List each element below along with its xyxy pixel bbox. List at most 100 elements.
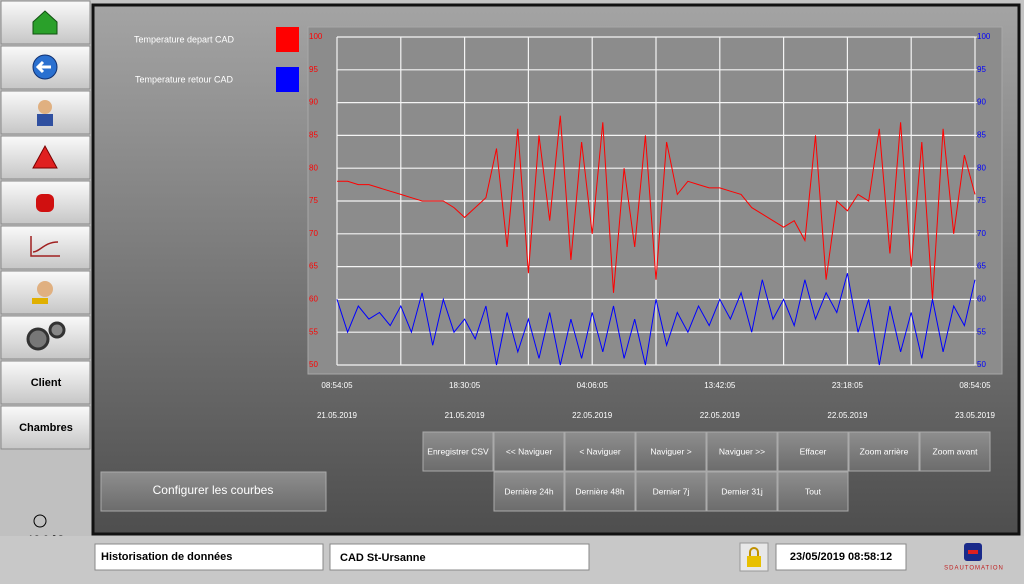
- icon-alarm: [32, 144, 58, 169]
- toolbar-button[interactable]: [564, 431, 636, 472]
- toolbar-button-label: Dernier 7j: [653, 486, 690, 496]
- x-tick-date: 21.05.2019: [317, 411, 358, 420]
- lock-shackle: [749, 547, 759, 556]
- x-tick-date: 22.05.2019: [700, 411, 741, 420]
- toolbar: Enregistrer CSV << Naviguer < Naviguer Navi…: [422, 431, 991, 512]
- site-name: CAD St-Ursanne: [340, 552, 426, 564]
- x-tick-date: 22.05.2019: [827, 411, 868, 420]
- x-tick-date: 21.05.2019: [445, 411, 486, 420]
- toolbar-button[interactable]: [777, 431, 849, 472]
- icon-user: [38, 100, 52, 114]
- toolbar-button-label: << Naviguer: [506, 446, 552, 456]
- y-tick-label: 60: [309, 295, 318, 304]
- toolbar-button-label: Zoom avant: [933, 446, 979, 456]
- toolbar-button-label: Tout: [805, 486, 822, 496]
- y-tick-label: 55: [309, 327, 318, 336]
- toolbar-button-label: Zoom arrière: [860, 446, 909, 456]
- x-tick-date: 22.05.2019: [572, 411, 613, 420]
- y2-tick-label: 55: [977, 327, 986, 336]
- configure-button[interactable]: [100, 471, 327, 512]
- icon-key-user: [37, 281, 53, 297]
- x-tick-label: 08:54:05: [959, 381, 991, 390]
- y-tick-label: 90: [309, 98, 318, 107]
- icon-arrow: [35, 60, 51, 74]
- sidebar-footer: [0, 450, 92, 538]
- sidebar-button[interactable]: [0, 360, 91, 405]
- sidebar-button[interactable]: [0, 225, 91, 270]
- icon-body: [37, 114, 53, 126]
- legend-label: Temperature depart CAD: [134, 34, 235, 44]
- y2-tick-label: 80: [977, 163, 986, 172]
- legend-label: Temperature retour CAD: [135, 74, 234, 84]
- toolbar-button-label: Enregistrer CSV: [427, 446, 489, 456]
- y2-tick-label: 90: [977, 98, 986, 107]
- series-line: [336, 273, 976, 366]
- toolbar-button[interactable]: [564, 471, 636, 512]
- y-tick-label: 80: [309, 163, 318, 172]
- icon-key: [32, 298, 48, 304]
- datetime: 23/05/2019 08:58:12: [790, 551, 892, 563]
- toolbar-button-label: Dernière 48h: [575, 486, 624, 496]
- configure-label: Configurer les courbes: [153, 483, 274, 497]
- toolbar-button-label: Dernière 24h: [504, 486, 553, 496]
- series-line: [337, 115, 976, 300]
- y-tick-label: 70: [309, 229, 318, 238]
- lock-icon: [747, 556, 761, 567]
- icon-trend: [30, 236, 60, 257]
- x-tick-label: 08:54:05: [321, 381, 353, 390]
- y2-tick-label: 100: [977, 32, 991, 41]
- x-tick-label: 13:42:05: [704, 381, 736, 390]
- sidebar-button[interactable]: [0, 0, 91, 45]
- toolbar-button-label: < Naviguer: [579, 446, 621, 456]
- x-tick-label: 23:18:05: [832, 381, 864, 390]
- toolbar-button[interactable]: [635, 431, 707, 472]
- toolbar-button[interactable]: [493, 471, 565, 512]
- sidebar-button[interactable]: [0, 405, 91, 450]
- sidebar-button-label: Chambres: [19, 422, 73, 434]
- y-tick-label: 75: [309, 196, 318, 205]
- y-tick-label: 65: [309, 262, 318, 271]
- legend-swatch: [276, 67, 299, 92]
- toolbar-button-label: Naviguer >>: [719, 446, 765, 456]
- toolbar-button-label: Dernier 31j: [721, 486, 763, 496]
- icon-siren: [36, 194, 54, 212]
- y2-tick-label: 50: [977, 360, 986, 369]
- thermo-icon: [33, 514, 47, 528]
- legend-swatch: [276, 27, 299, 52]
- toolbar-button[interactable]: [706, 431, 778, 472]
- y2-tick-label: 70: [977, 229, 986, 238]
- x-tick-label: 18:30:05: [449, 381, 481, 390]
- sidebar-button-label: Client: [31, 377, 62, 389]
- x-tick-label: 04:06:05: [577, 381, 609, 390]
- icon-gear-small: [48, 321, 66, 339]
- y2-tick-label: 75: [977, 196, 986, 205]
- toolbar-button[interactable]: [919, 431, 991, 472]
- icon-home: [32, 10, 58, 35]
- page-title: Historisation de données: [101, 551, 232, 563]
- toolbar-button[interactable]: [422, 431, 494, 472]
- toolbar-button-label: Naviguer >: [650, 446, 691, 456]
- y2-tick-label: 65: [977, 262, 986, 271]
- y-tick-label: 100: [309, 32, 323, 41]
- icon-gear: [26, 327, 50, 351]
- y2-tick-label: 60: [977, 295, 986, 304]
- toolbar-button[interactable]: [706, 471, 778, 512]
- toolbar-button[interactable]: [848, 431, 920, 472]
- toolbar-button-label: Effacer: [800, 446, 827, 456]
- y2-tick-label: 85: [977, 131, 986, 140]
- chart: 50 55 60 65 70 75 80 85 90 95 100 50 55 60 65 70 75 80 85 9…: [134, 27, 996, 420]
- logo: SDAUTOMATION: [944, 566, 1004, 572]
- page-box: [94, 543, 324, 571]
- y-tick-label: 95: [309, 65, 318, 74]
- y2-tick-label: 95: [977, 65, 986, 74]
- y-tick-label: 50: [309, 360, 318, 369]
- toolbar-button[interactable]: [493, 431, 565, 472]
- toolbar-button[interactable]: [635, 471, 707, 512]
- toolbar-button[interactable]: [777, 471, 849, 512]
- y-tick-label: 85: [309, 131, 318, 140]
- datetime-box: [775, 543, 907, 571]
- x-tick-date: 23.05.2019: [955, 411, 996, 420]
- site-box: [329, 543, 590, 571]
